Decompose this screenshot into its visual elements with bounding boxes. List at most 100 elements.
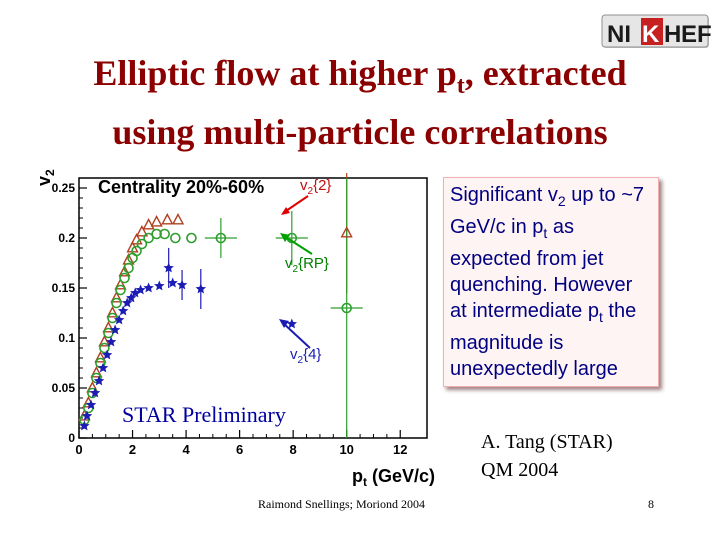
data-point-star xyxy=(135,284,146,295)
data-point-circle xyxy=(91,372,102,384)
x-tick-label-12: 12 xyxy=(393,442,407,457)
nikhef-logo: NI K H EF xyxy=(601,12,713,52)
note-sub-1: 2 xyxy=(557,193,566,209)
data-point-circle xyxy=(115,284,126,296)
x-axis-label: pt (GeV/c) xyxy=(352,466,435,489)
annotation-v2-4-rest: {4} xyxy=(303,346,321,363)
data-point-triangle xyxy=(340,226,353,238)
data-point-circle xyxy=(111,297,122,309)
data-point-circle xyxy=(99,342,110,354)
data-point-circle xyxy=(215,232,227,244)
data-point-triangle xyxy=(114,278,127,290)
x-axis-label-main: p xyxy=(352,466,363,486)
data-point-star xyxy=(176,279,188,290)
data-point-triangle xyxy=(106,306,119,318)
annotation-v2-2-rest: {2} xyxy=(313,177,331,194)
data-point-triangle xyxy=(110,291,123,303)
data-point-star xyxy=(143,282,154,293)
data-point-star xyxy=(117,305,129,316)
data-point-star xyxy=(130,287,141,298)
arrow-v2-4 xyxy=(282,322,311,349)
data-point-circle xyxy=(186,232,197,244)
data-point-star xyxy=(286,318,297,329)
annotation-v2-2: v2{2} xyxy=(300,177,331,197)
v2-chart: 0 2 4 6 8 10 12 0 0.05 0.1 0.15 0.2 0.25 Centrality … xyxy=(34,169,435,489)
data-point-star xyxy=(126,292,137,303)
credit-block: A. Tang (STAR) QM 2004 xyxy=(481,428,641,484)
data-point-circle xyxy=(136,238,148,250)
x-tick-label-10: 10 xyxy=(339,442,353,457)
significance-note: Significant v2 up to ~7 GeV/c in pt as e… xyxy=(443,177,659,387)
y-tick-label-0: 0 xyxy=(68,431,75,445)
y-tick-label-3: 0.15 xyxy=(52,281,76,295)
x-tick-label-8: 8 xyxy=(290,442,297,457)
data-point-star xyxy=(89,387,101,398)
title-line2: using multi-particle correlations xyxy=(112,112,608,153)
data-point-star xyxy=(154,280,165,291)
data-point-circle xyxy=(151,228,162,240)
x-tick-label-6: 6 xyxy=(236,442,243,457)
star-preliminary-label: STAR Preliminary xyxy=(122,402,286,427)
logo-text-h: H xyxy=(664,21,681,48)
nikhef-logo-graphic: NI K H EF xyxy=(601,14,712,48)
data-point-star xyxy=(97,362,109,373)
annotation-v2-4-sub: 2 xyxy=(298,355,304,366)
chart-ticks: 0 2 4 6 8 10 12 0 0.05 0.1 0.15 0.2 0.25 xyxy=(52,181,408,457)
data-point-star xyxy=(101,349,113,360)
slide-title: Elliptic flow at higher pt, extracted us… xyxy=(40,50,680,155)
data-point-circle xyxy=(341,302,352,314)
y-tick-label-5: 0.25 xyxy=(52,181,76,195)
chart-title: Centrality 20%-60% xyxy=(98,177,264,197)
data-point-triangle xyxy=(135,225,149,237)
data-point-triangle xyxy=(161,213,174,225)
credit-conference: QM 2004 xyxy=(481,459,559,481)
title-line1-pre: Elliptic flow at higher p xyxy=(93,53,457,93)
x-axis-label-unit: (GeV/c) xyxy=(367,466,435,486)
data-point-triangle xyxy=(171,213,185,225)
data-point-star xyxy=(85,399,97,410)
credit-author: A. Tang (STAR) xyxy=(481,431,613,453)
note-text-3: as expected from jet quenching. However … xyxy=(450,216,633,322)
data-point-star xyxy=(163,262,174,273)
x-tick-label-0: 0 xyxy=(75,442,82,457)
x-tick-label-4: 4 xyxy=(182,442,190,457)
page-number: 8 xyxy=(648,497,654,511)
arrow-v2-rp-head xyxy=(280,233,290,242)
data-point-circle xyxy=(143,232,154,244)
title-line1-sub: t xyxy=(456,73,465,100)
y-axis-label-sub: 2 xyxy=(43,169,57,176)
annotation-v2-4-main: v xyxy=(290,346,298,363)
data-point-star xyxy=(109,324,121,335)
note-text-1: Significant v xyxy=(450,184,558,206)
data-point-star xyxy=(93,375,105,386)
logo-text-ni: NI xyxy=(607,21,631,48)
x-axis-label-sub: t xyxy=(363,475,367,489)
data-point-star xyxy=(113,314,125,325)
data-point-star xyxy=(79,420,90,431)
data-point-triangle xyxy=(94,351,107,363)
annotation-v2-2-sub: 2 xyxy=(308,186,314,197)
data-point-star xyxy=(81,410,93,421)
data-point-triangle xyxy=(102,321,115,333)
note-sub-2: t xyxy=(543,225,548,241)
annotation-v2-rp-main: v xyxy=(285,255,293,272)
x-tick-label-2: 2 xyxy=(129,442,136,457)
data-point-triangle xyxy=(90,366,103,378)
y-tick-label-4: 0.2 xyxy=(58,231,75,245)
data-point-star xyxy=(195,283,206,294)
logo-text-ef: EF xyxy=(681,21,712,48)
y-tick-label-1: 0.05 xyxy=(52,381,76,395)
y-axis-label-main: v xyxy=(34,176,54,186)
data-point-circle xyxy=(159,228,170,240)
data-point-triangle xyxy=(142,218,155,230)
data-point-circle xyxy=(131,245,142,257)
data-point-circle xyxy=(119,272,130,284)
chart-frame xyxy=(78,177,428,439)
data-point-star xyxy=(167,277,178,288)
plot-area xyxy=(78,177,428,439)
y-axis-label: v2 xyxy=(34,169,57,186)
note-sub-3: t xyxy=(598,309,603,325)
y-tick-label-2: 0.1 xyxy=(58,331,75,345)
chart-marks xyxy=(78,173,363,438)
arrow-v2-4-head xyxy=(279,319,289,328)
